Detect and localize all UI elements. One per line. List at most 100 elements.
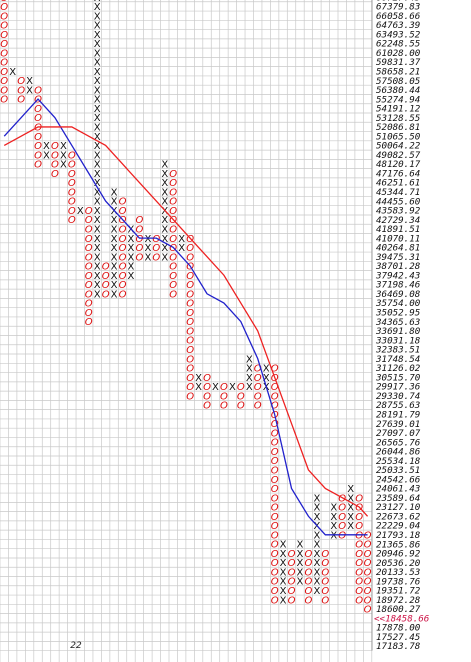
x-mark: X xyxy=(347,484,354,495)
x-mark: X xyxy=(94,169,101,180)
o-mark: O xyxy=(364,595,372,606)
o-mark: O xyxy=(0,30,8,41)
o-mark: O xyxy=(186,317,194,328)
o-mark: O xyxy=(364,586,372,597)
o-mark: O xyxy=(0,21,8,32)
price-tick-label: 35754.00 xyxy=(375,298,421,309)
o-mark: O xyxy=(271,428,279,439)
moving-averages xyxy=(3,98,369,536)
moving-average-line xyxy=(3,98,368,536)
o-mark: O xyxy=(34,141,42,152)
x-mark: X xyxy=(161,197,168,208)
o-mark: O xyxy=(364,577,372,588)
o-mark: O xyxy=(321,567,329,578)
x-mark: X xyxy=(94,30,101,41)
price-tick-label: 41891.51 xyxy=(376,224,420,235)
o-mark: O xyxy=(119,224,127,235)
o-mark: O xyxy=(254,364,262,375)
x-mark: X xyxy=(94,252,101,263)
o-mark: O xyxy=(85,262,93,273)
o-mark: O xyxy=(51,150,59,161)
o-mark: O xyxy=(85,252,93,263)
x-mark: X xyxy=(144,234,151,245)
price-tick-label: 18600.27 xyxy=(376,604,421,615)
o-mark: O xyxy=(169,280,177,291)
o-mark: O xyxy=(304,567,312,578)
o-mark: O xyxy=(169,224,177,235)
x-mark: X xyxy=(161,215,168,226)
x-mark: X xyxy=(144,243,151,254)
x-mark: X xyxy=(94,234,101,245)
o-mark: O xyxy=(288,567,296,578)
x-mark: X xyxy=(94,95,101,106)
x-mark: X xyxy=(94,271,101,282)
price-tick-label: 23127.10 xyxy=(376,502,421,513)
price-tick-label: 25033.51 xyxy=(376,465,420,476)
o-mark: O xyxy=(0,48,8,59)
price-tick-label: 42729.34 xyxy=(376,215,420,226)
x-mark: X xyxy=(94,197,101,208)
x-mark: X xyxy=(111,215,118,226)
o-mark: O xyxy=(288,577,296,588)
x-mark: X xyxy=(43,141,50,152)
price-tick-label: 29917.36 xyxy=(376,382,421,393)
price-tick-label: 34365.63 xyxy=(375,317,420,328)
o-mark: O xyxy=(169,197,177,208)
x-mark: X xyxy=(347,512,354,523)
price-tick-label: 46251.61 xyxy=(376,178,420,189)
o-mark: O xyxy=(254,373,262,384)
price-tick-label: 20946.92 xyxy=(376,549,421,560)
price-tick-label: 33691.80 xyxy=(375,326,421,337)
x-mark: X xyxy=(178,243,185,254)
o-mark: O xyxy=(68,150,76,161)
o-mark: O xyxy=(51,169,59,180)
x-mark: X xyxy=(77,206,84,217)
o-mark: O xyxy=(186,364,194,375)
x-mark: X xyxy=(111,289,118,300)
o-mark: O xyxy=(85,289,93,300)
x-mark: X xyxy=(330,530,337,541)
o-mark: O xyxy=(355,549,363,560)
o-mark: O xyxy=(152,252,160,263)
x-mark: X xyxy=(9,67,16,78)
o-mark: O xyxy=(271,438,279,449)
o-mark: O xyxy=(321,558,329,569)
o-mark: O xyxy=(169,262,177,273)
o-mark: O xyxy=(288,595,296,606)
price-tick-label: 51065.50 xyxy=(376,131,421,142)
o-mark: O xyxy=(68,187,76,198)
price-tick-label: 17527.45 xyxy=(376,632,420,643)
o-mark: O xyxy=(186,252,194,263)
o-mark: O xyxy=(135,224,143,235)
o-mark: O xyxy=(186,326,194,337)
x-mark: X xyxy=(297,577,304,588)
x-mark: X xyxy=(94,141,101,152)
x-mark: X xyxy=(128,224,135,235)
x-mark: X xyxy=(94,85,101,96)
x-mark: X xyxy=(313,577,320,588)
price-tick-label: 49082.57 xyxy=(376,150,421,161)
o-mark: O xyxy=(186,289,194,300)
o-mark: O xyxy=(271,382,279,393)
o-mark: O xyxy=(355,493,363,504)
x-mark: X xyxy=(94,150,101,161)
price-tick-label: 31748.54 xyxy=(375,354,420,365)
o-mark: O xyxy=(0,39,8,50)
o-mark: O xyxy=(152,243,160,254)
o-mark: O xyxy=(17,85,25,96)
x-mark: X xyxy=(280,586,287,597)
x-mark: X xyxy=(178,234,185,245)
x-mark: X xyxy=(246,373,253,384)
price-tick-label: 66058.66 xyxy=(376,11,421,22)
o-mark: O xyxy=(119,234,127,245)
o-mark: O xyxy=(34,113,42,124)
o-mark: O xyxy=(271,521,279,532)
x-mark: X xyxy=(246,382,253,393)
o-mark: O xyxy=(321,549,329,560)
o-mark: O xyxy=(85,224,93,235)
o-mark: O xyxy=(34,160,42,171)
o-mark: O xyxy=(169,206,177,217)
x-mark: X xyxy=(347,503,354,514)
o-mark: O xyxy=(119,289,127,300)
o-mark: O xyxy=(186,271,194,282)
